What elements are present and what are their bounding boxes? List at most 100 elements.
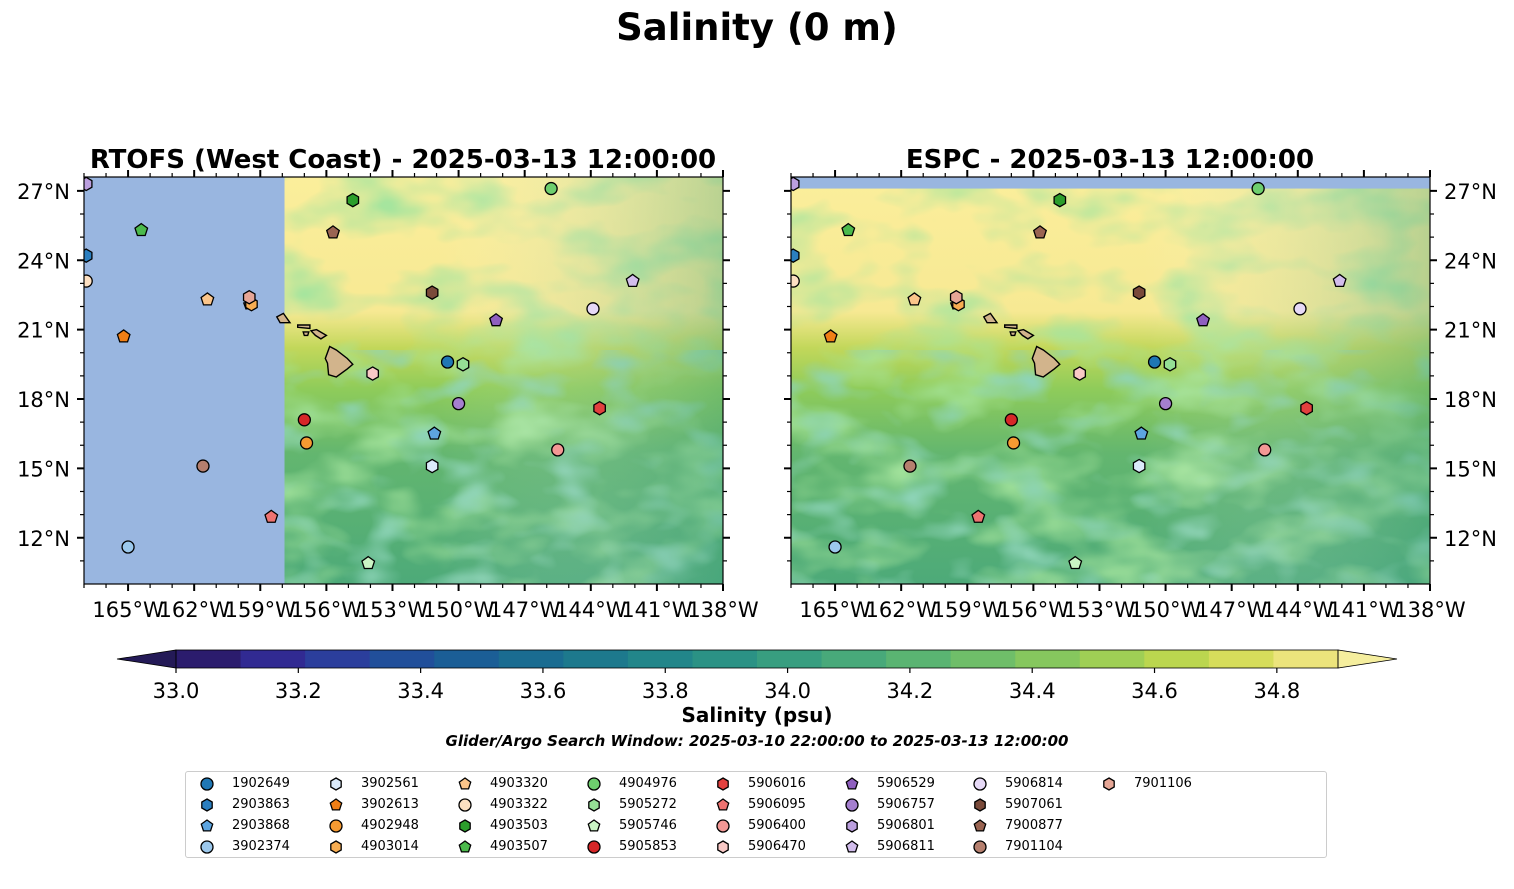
float-marker-3902561 [1132,458,1146,474]
float-marker-5906016 [1300,400,1313,416]
rtofs-axes: 165°W162°W159°W156°W153°W150°W147°W144°W… [17,170,759,622]
legend-label: 4903014 [361,839,419,854]
legend-marker-4902948 [329,819,343,833]
x-tick-label: 147°W [1196,598,1268,622]
legend-label: 4903320 [490,776,548,791]
float-marker-5906400 [1258,443,1272,457]
x-tick-label: 165°W [799,598,871,622]
hexagon-icon [717,840,729,854]
float-marker-3902613 [116,329,131,343]
x-tick-label: 159°W [225,598,297,622]
legend-label: 5906529 [877,776,935,791]
colorbar-tick-label: 34.0 [764,679,811,703]
float-legend: 1902649 2903863 2903868 3902374 3902561 39026… [185,771,1327,858]
legend-label: 5906814 [1005,776,1063,791]
colorbar-tick-label: 34.8 [1253,679,1300,703]
x-tick-label: 153°W [357,598,429,622]
float-marker-4903322 [791,274,800,288]
x-tick-label: 150°W [423,598,495,622]
colorbar-tick-label: 33.4 [397,679,444,703]
hexagon-icon [459,819,471,833]
colorbar-segment [1144,650,1210,668]
colorbar-tick-label: 33.8 [642,679,689,703]
colorbar-under-arrow [116,649,177,669]
legend-marker-5906529 [845,777,859,790]
colorbar-tick-label: 33.0 [153,679,200,703]
colorbar-segment [757,650,823,668]
hexagon-icon [717,777,729,791]
float-marker-3902374 [121,540,135,554]
x-tick-label: 165°W [92,598,164,622]
legend-marker-5906400 [716,819,730,833]
pentagon-icon [845,777,859,790]
float-marker-5906811 [1332,273,1347,288]
figure-title: Salinity (0 m) [616,6,898,49]
float-marker-4903507 [841,222,856,237]
legend-label: 4903507 [490,839,548,854]
legend-marker-4903014 [330,840,342,854]
float-marker-5906814 [1293,302,1307,316]
float-marker-5906529 [1196,312,1211,327]
x-tick-label: 162°W [158,598,230,622]
island-molokai [297,324,311,330]
legend-marker-3902374 [200,840,214,854]
legend-label: 5906811 [877,839,935,854]
island-maui [309,328,328,340]
colorbar-segment [886,650,952,668]
float-marker-5906470 [1073,366,1087,381]
float-marker-5905746 [361,555,376,570]
legend-label: 5906095 [748,797,806,812]
legend-marker-5906757 [845,798,859,812]
colorbar-segment [627,650,694,668]
legend-label: 1902649 [232,776,290,791]
legend-marker-5906814 [973,777,987,791]
salinity-colorbar: 33.0 33.2 33.4 33.6 33.8 34.0 34.2 34.4 34.6 34.8 [116,649,1398,703]
legend-marker-5906016 [717,777,729,791]
pentagon-icon [329,798,343,811]
pentagon-icon [458,777,472,790]
x-tick-label: 141°W [1328,598,1400,622]
pentagon-icon [845,840,859,853]
circle-icon [458,798,472,812]
float-marker-7901106 [242,289,256,305]
legend-marker-5905746 [587,819,601,832]
float-marker-4903320 [200,292,215,306]
legend-marker-7901106 [1103,777,1115,791]
colorbar-segment [305,650,371,668]
legend-marker-1902649 [200,777,214,791]
float-marker-3902613 [823,329,838,343]
circle-icon [973,777,987,791]
x-tick-label: 147°W [489,598,561,622]
float-marker-4902948 [299,436,314,450]
y-tick-label: 18°N [17,388,70,412]
colorbar-label: Salinity (psu) [681,703,833,727]
legend-label: 5906400 [748,818,806,833]
x-tick-label: 150°W [1130,598,1202,622]
float-marker-4902948 [1006,436,1021,450]
circle-icon [973,840,987,854]
colorbar-segment [369,650,435,668]
legend-marker-5906811 [845,840,859,853]
island-hawaii [324,345,354,378]
float-marker-5906811 [625,273,640,288]
x-tick-label: 144°W [555,598,627,622]
float-marker-3902374 [828,540,842,554]
colorbar-tick-label: 34.2 [887,679,934,703]
float-marker-5906470 [366,366,380,381]
legend-marker-7901104 [973,840,987,854]
colorbar-tick-label: 34.6 [1131,679,1178,703]
pentagon-icon [458,840,472,853]
legend-marker-4903507 [458,840,472,853]
float-marker-4903320 [907,292,922,306]
legend-marker-5906095 [716,798,730,811]
island-oahu [275,312,292,324]
float-marker-1902649 [440,355,455,369]
legend-marker-2903863 [201,798,213,812]
legend-marker-3902561 [330,777,342,791]
float-marker-5906400 [551,443,565,457]
pentagon-icon [587,819,601,832]
circle-icon [845,798,859,812]
legend-marker-5905272 [588,798,600,812]
x-tick-label: 153°W [1064,598,1136,622]
float-marker-4904976 [1251,181,1265,196]
